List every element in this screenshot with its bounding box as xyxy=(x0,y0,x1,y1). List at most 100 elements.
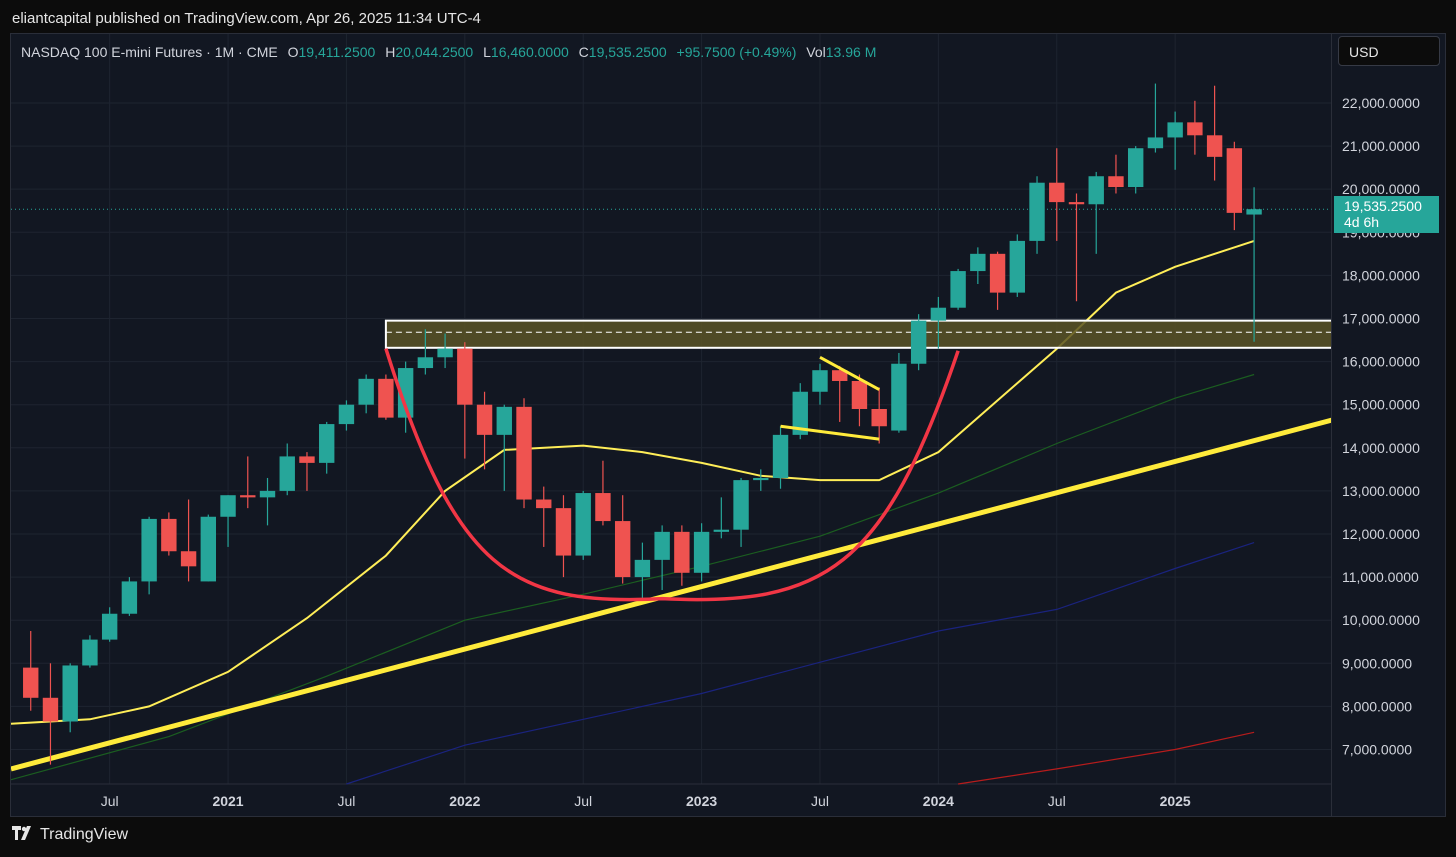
candle xyxy=(1108,154,1124,194)
candle xyxy=(1049,148,1065,241)
cup-pattern-curve xyxy=(384,348,960,602)
time-tick-label: 2025 xyxy=(1160,793,1191,809)
moving-average-line xyxy=(958,731,1255,785)
candle xyxy=(575,490,591,560)
resistance-zone-layer xyxy=(384,319,1331,349)
grid-lines xyxy=(11,34,1331,785)
candle-body xyxy=(23,667,39,698)
price-tick-label: 10,000.0000 xyxy=(1342,612,1420,628)
price-tick-label: 8,000.0000 xyxy=(1342,698,1412,714)
candle xyxy=(634,542,651,601)
candle xyxy=(1226,141,1243,231)
candle xyxy=(338,400,355,431)
candle-body xyxy=(910,320,927,364)
symbol-title[interactable]: NASDAQ 100 E-mini Futures · 1M · CME xyxy=(21,44,278,60)
tradingview-footer[interactable]: TradingView xyxy=(12,826,128,844)
low-label: L xyxy=(483,44,491,60)
candle-body xyxy=(753,477,769,481)
candle-body xyxy=(772,434,789,478)
time-tick-label: Jul xyxy=(337,793,355,809)
candle xyxy=(1009,234,1025,297)
candle-body xyxy=(1029,182,1045,241)
candle-body xyxy=(1009,240,1025,293)
candle-body xyxy=(121,581,138,614)
last-price-label: 19,535.2500 4d 6h xyxy=(1334,196,1439,233)
candle xyxy=(713,497,730,539)
candle-body xyxy=(891,363,907,431)
candle xyxy=(1127,146,1144,194)
candle-body xyxy=(397,368,414,418)
price-chart[interactable]: Jul 2021 Jul 2022 Jul 2023 Jul 2024 Jul 2025 xyxy=(11,34,1332,817)
price-tick-label: 15,000.0000 xyxy=(1342,397,1420,413)
candle xyxy=(910,314,927,371)
candle xyxy=(200,514,217,582)
candle-body xyxy=(851,380,868,409)
candle-body xyxy=(1206,135,1223,157)
candle-body xyxy=(654,531,670,560)
candle-body xyxy=(220,495,236,517)
price-tick-label: 11,000.0000 xyxy=(1342,569,1419,585)
time-tick-label: Jul xyxy=(574,793,592,809)
candle-body xyxy=(595,493,611,522)
candle xyxy=(1206,85,1223,181)
candle xyxy=(753,469,769,491)
candle-body xyxy=(516,406,532,500)
candle-body xyxy=(378,378,394,418)
open-label: O xyxy=(287,44,299,60)
candle xyxy=(240,456,256,509)
candle-body xyxy=(180,551,197,567)
candle-body xyxy=(1226,148,1243,213)
candle xyxy=(851,374,868,427)
candle-body xyxy=(1187,122,1203,136)
footer-brand: TradingView xyxy=(40,826,129,843)
moving-average-line xyxy=(346,542,1255,785)
candle xyxy=(279,443,295,496)
candle-body xyxy=(319,424,335,463)
candle-body xyxy=(259,490,276,498)
time-axis: Jul 2021 Jul 2022 Jul 2023 Jul 2024 Jul 2025 xyxy=(101,793,1191,809)
candle xyxy=(555,495,572,578)
change-value: +95.7500 (+0.49%) xyxy=(676,44,797,60)
candle xyxy=(516,398,532,509)
moving-average-line xyxy=(11,239,1255,725)
candle xyxy=(476,391,493,470)
candle xyxy=(417,329,434,375)
scale-corner xyxy=(1332,783,1446,817)
candle-body xyxy=(713,529,730,532)
candle-body xyxy=(1088,176,1104,205)
candle-body xyxy=(930,307,947,321)
candle-body xyxy=(1246,209,1262,215)
candle xyxy=(397,361,414,433)
candle-body xyxy=(832,370,848,381)
price-tick-label: 9,000.0000 xyxy=(1342,655,1412,671)
time-tick-label: 2021 xyxy=(212,793,243,809)
time-tick-label: 2023 xyxy=(686,793,717,809)
chart-pane[interactable]: Jul 2021 Jul 2022 Jul 2023 Jul 2024 Jul 2025 xyxy=(10,33,1332,817)
candle-body xyxy=(536,499,552,509)
candle xyxy=(595,460,611,526)
resistance-zone xyxy=(384,319,1331,349)
currency-button[interactable]: USD xyxy=(1338,36,1440,66)
candle-body xyxy=(989,253,1006,293)
candle-body xyxy=(1167,122,1183,138)
candle-body xyxy=(161,518,177,552)
price-tick-label: 22,000.0000 xyxy=(1342,95,1420,111)
price-tick-label: 16,000.0000 xyxy=(1342,354,1420,370)
low-value: 16,460.0000 xyxy=(490,44,569,60)
close-value: 19,535.2500 xyxy=(588,44,667,60)
volume-label: Vol xyxy=(806,44,826,60)
drawings xyxy=(384,348,960,602)
candle-body xyxy=(62,665,78,722)
candle xyxy=(121,577,138,616)
candle xyxy=(733,477,749,547)
candle xyxy=(950,268,966,310)
candle xyxy=(180,499,197,582)
candle-body xyxy=(279,456,295,491)
price-tick-label: 13,000.0000 xyxy=(1342,483,1420,499)
price-scale[interactable]: 7,000.0000 8,000.0000 9,000.0000 10,000.000… xyxy=(1332,33,1446,783)
candle xyxy=(871,387,887,444)
high-value: 20,044.2500 xyxy=(395,44,474,60)
candle xyxy=(358,374,374,414)
time-tick-label: 2024 xyxy=(923,793,954,809)
symbol-legend: NASDAQ 100 E-mini Futures · 1M · CME O 19… xyxy=(21,44,876,60)
